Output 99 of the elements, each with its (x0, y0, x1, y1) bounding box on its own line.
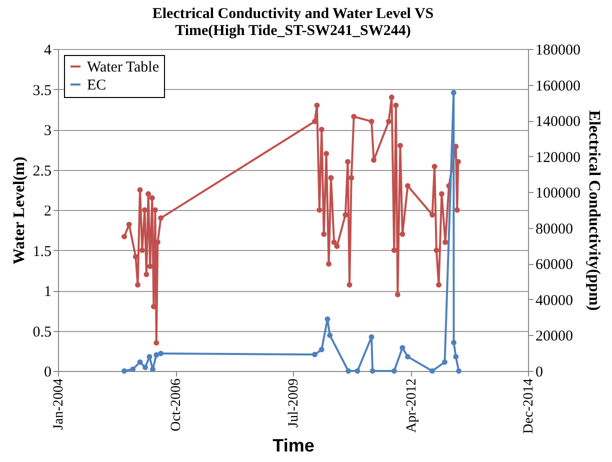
point (453, 354, 459, 360)
y2-tick-label: 60000 (536, 257, 573, 274)
point (455, 158, 461, 164)
point (146, 191, 152, 197)
point (122, 368, 128, 374)
point (135, 282, 140, 288)
point (342, 212, 348, 218)
point (130, 366, 136, 372)
point (400, 231, 406, 237)
point (432, 164, 438, 170)
point (158, 350, 164, 356)
text: Time(High Tide_ST-SW241_SW244) (175, 23, 411, 39)
point (391, 248, 397, 253)
x-tick-label: Dec-2014 (522, 378, 536, 434)
x-tick-label: Oct-2006 (169, 378, 184, 432)
point (393, 102, 399, 108)
point (142, 207, 148, 213)
point (370, 368, 376, 374)
point (324, 150, 330, 156)
y-tick-label: 4 (44, 42, 52, 58)
y2-tick-label: 40000 (536, 292, 573, 309)
point (331, 239, 337, 245)
point (321, 231, 327, 237)
point (146, 354, 152, 360)
legend-label: Water Table (87, 60, 160, 76)
y-tick-label: 2 (44, 204, 52, 220)
point (351, 114, 357, 120)
y-tick-label: 2.5 (32, 163, 52, 180)
point (397, 142, 403, 148)
point (438, 191, 444, 197)
y2-tick-label: 80000 (536, 221, 573, 238)
x-tick-label: Jan-2004 (52, 378, 66, 430)
point (430, 368, 436, 374)
point (404, 183, 410, 189)
y2-axis-title: Electrical Conductivity(ppm) (586, 110, 602, 311)
point (314, 102, 320, 108)
point (450, 90, 456, 96)
y-tick-label: 1.5 (32, 244, 52, 260)
text: Electrical Conductivity and Water Level VS (152, 6, 434, 22)
point (326, 261, 332, 267)
point (126, 222, 132, 228)
point (149, 195, 155, 201)
point (442, 239, 448, 245)
point (442, 359, 448, 365)
y2-tick-label: 180000 (536, 42, 580, 58)
point (144, 272, 150, 278)
point (316, 207, 322, 213)
point (137, 359, 143, 365)
point (328, 175, 334, 181)
legend-label: EC (87, 78, 106, 94)
point (318, 126, 324, 132)
point (139, 248, 145, 253)
y-tick-label: 1 (44, 284, 52, 300)
point (346, 368, 352, 374)
x-tick-label: Jul-2009 (286, 378, 302, 428)
point (147, 264, 153, 270)
y-tick-label: 0 (44, 364, 52, 380)
point (142, 364, 148, 370)
point (122, 234, 128, 240)
point (354, 368, 360, 374)
point (154, 340, 160, 346)
x-axis-title: Time (272, 436, 314, 456)
point (454, 207, 460, 213)
point (436, 282, 442, 288)
point (324, 316, 330, 322)
point (456, 368, 462, 374)
point (137, 187, 143, 193)
point (451, 340, 456, 346)
point (430, 212, 436, 218)
y-tick-label: 0.5 (32, 324, 52, 340)
point (327, 332, 333, 338)
point (434, 248, 440, 253)
y-tick-label: 3 (44, 123, 52, 139)
x-tick-label: Apr-2012 (404, 378, 420, 433)
point (334, 243, 340, 249)
y2-tick-label: 160000 (536, 78, 580, 94)
point (154, 352, 160, 358)
y2-tick-label: 20000 (536, 328, 573, 345)
point (348, 175, 354, 181)
y2-tick-label: 100000 (536, 186, 580, 202)
point (394, 292, 400, 298)
y-tick-label: 3.5 (32, 82, 52, 99)
y-axis-title: Water Level(m) (10, 156, 28, 264)
point (345, 158, 350, 164)
point (368, 334, 374, 340)
point (346, 282, 352, 288)
y2-tick-label: 0 (536, 364, 543, 380)
point (386, 118, 392, 124)
y2-tick-label: 120000 (536, 150, 580, 166)
point (371, 157, 376, 163)
point (388, 94, 394, 100)
point (158, 215, 164, 221)
point (391, 368, 397, 374)
y2-tick-label: 140000 (536, 114, 580, 130)
point (318, 346, 324, 352)
point (368, 118, 374, 124)
point (404, 354, 410, 360)
point (312, 352, 318, 358)
point (400, 345, 406, 350)
